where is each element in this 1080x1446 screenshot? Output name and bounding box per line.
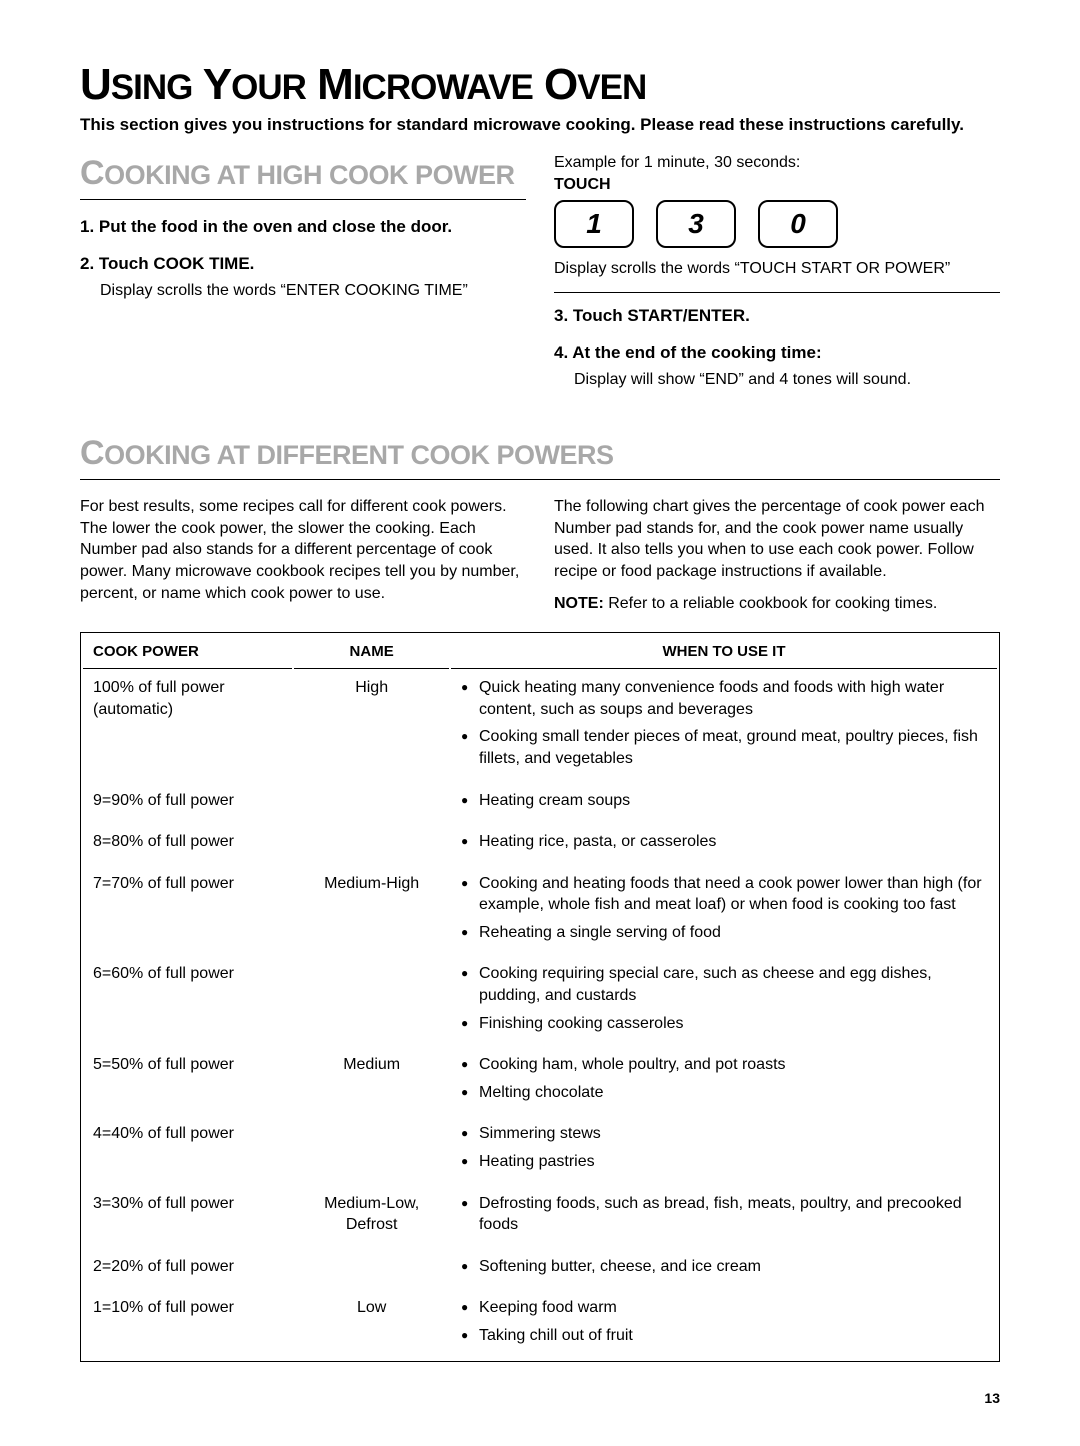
key-1: 1 [554, 200, 634, 248]
cell-uses: Cooking and heating foods that need a co… [451, 867, 997, 956]
section-heading-high-power: COOKING AT HIGH COOK POWER [80, 154, 526, 200]
cell-power: 8=80% of full power [83, 825, 292, 865]
table-row: 3=30% of full powerMedium-Low, Defrost De… [83, 1187, 997, 1248]
use-item: Quick heating many convenience foods and… [461, 677, 987, 720]
cell-power: 100% of full power (automatic) [83, 671, 292, 781]
use-item: Cooking ham, whole poultry, and pot roas… [461, 1054, 987, 1076]
cell-name [294, 825, 449, 865]
table-row: 7=70% of full powerMedium-High Cooking an… [83, 867, 997, 956]
use-item: Finishing cooking casseroles [461, 1013, 987, 1035]
cook-power-table: COOK POWER NAME WHEN TO USE IT 100% of f… [80, 632, 1000, 1361]
use-item: Keeping food warm [461, 1297, 987, 1319]
cell-power: 5=50% of full power [83, 1048, 292, 1115]
cell-name [294, 1117, 449, 1184]
table-row: 9=90% of full power Heating cream soups [83, 784, 997, 824]
intro-text: This section gives you instructions for … [80, 114, 1000, 136]
use-item: Reheating a single serving of food [461, 922, 987, 944]
touch-label: TOUCH [554, 176, 1000, 194]
cell-power: 7=70% of full power [83, 867, 292, 956]
cell-uses: Simmering stews Heating pastries [451, 1117, 997, 1184]
use-item: Melting chocolate [461, 1082, 987, 1104]
use-item: Simmering stews [461, 1123, 987, 1145]
th-when-use: WHEN TO USE IT [451, 635, 997, 669]
cell-name: Medium [294, 1048, 449, 1115]
cell-name: Low [294, 1291, 449, 1358]
cell-power: 4=40% of full power [83, 1117, 292, 1184]
example-label: Example for 1 minute, 30 seconds: [554, 154, 1000, 172]
cell-power: 3=30% of full power [83, 1187, 292, 1248]
cell-uses: Cooking requiring special care, such as … [451, 957, 997, 1046]
use-item: Heating pastries [461, 1151, 987, 1173]
step-1: 1. Put the food in the oven and close th… [80, 216, 526, 239]
para-right: The following chart gives the percentage… [554, 496, 1000, 582]
table-row: 2=20% of full power Softening butter, che… [83, 1250, 997, 1290]
cell-uses: Defrosting foods, such as bread, fish, m… [451, 1187, 997, 1248]
use-item: Cooking and heating foods that need a co… [461, 873, 987, 916]
cell-uses: Quick heating many convenience foods and… [451, 671, 997, 781]
step-4: 4. At the end of the cooking time: [554, 342, 1000, 365]
page-number: 13 [80, 1390, 1000, 1406]
table-row: 8=80% of full power Heating rice, pasta, … [83, 825, 997, 865]
para-left: For best results, some recipes call for … [80, 496, 526, 604]
table-row: 1=10% of full powerLow Keeping food warm T… [83, 1291, 997, 1358]
table-row: 5=50% of full powerMedium Cooking ham, wh… [83, 1048, 997, 1115]
use-item: Cooking small tender pieces of meat, gro… [461, 726, 987, 769]
step-4-sub: Display will show “END” and 4 tones will… [554, 369, 1000, 391]
cell-power: 6=60% of full power [83, 957, 292, 1046]
cell-name: High [294, 671, 449, 781]
th-name: NAME [294, 635, 449, 669]
note-line: NOTE: Refer to a reliable cookbook for c… [554, 593, 1000, 615]
use-item: Cooking requiring special care, such as … [461, 963, 987, 1006]
step-2: 2. Touch COOK TIME. [80, 253, 526, 276]
cell-name: Medium-Low, Defrost [294, 1187, 449, 1248]
key-3: 3 [656, 200, 736, 248]
cell-name [294, 1250, 449, 1290]
cell-uses: Heating cream soups [451, 784, 997, 824]
use-item: Defrosting foods, such as bread, fish, m… [461, 1193, 987, 1236]
display-scroll-text: Display scrolls the words “TOUCH START O… [554, 258, 1000, 293]
use-item: Taking chill out of fruit [461, 1325, 987, 1347]
table-row: 100% of full power (automatic)High Quick … [83, 671, 997, 781]
cell-power: 2=20% of full power [83, 1250, 292, 1290]
step-3: 3. Touch START/ENTER. [554, 305, 1000, 328]
cell-power: 9=90% of full power [83, 784, 292, 824]
table-row: 4=40% of full power Simmering stews Heatin… [83, 1117, 997, 1184]
cell-uses: Cooking ham, whole poultry, and pot roas… [451, 1048, 997, 1115]
section-heading-different-powers: COOKING AT DIFFERENT COOK POWERS [80, 434, 1000, 480]
cell-uses: Keeping food warm Taking chill out of fru… [451, 1291, 997, 1358]
cell-name [294, 957, 449, 1046]
cell-power: 1=10% of full power [83, 1291, 292, 1358]
page-title: USING YOUR MICROWAVE OVEN [80, 60, 1000, 110]
use-item: Heating rice, pasta, or casseroles [461, 831, 987, 853]
cell-uses: Softening butter, cheese, and ice cream [451, 1250, 997, 1290]
table-row: 6=60% of full power Cooking requiring spe… [83, 957, 997, 1046]
cell-name: Medium-High [294, 867, 449, 956]
use-item: Heating cream soups [461, 790, 987, 812]
key-0: 0 [758, 200, 838, 248]
th-cook-power: COOK POWER [83, 635, 292, 669]
cell-uses: Heating rice, pasta, or casseroles [451, 825, 997, 865]
keypad-row: 1 3 0 [554, 200, 1000, 248]
cell-name [294, 784, 449, 824]
use-item: Softening butter, cheese, and ice cream [461, 1256, 987, 1278]
step-2-sub: Display scrolls the words “ENTER COOKING… [80, 280, 526, 302]
